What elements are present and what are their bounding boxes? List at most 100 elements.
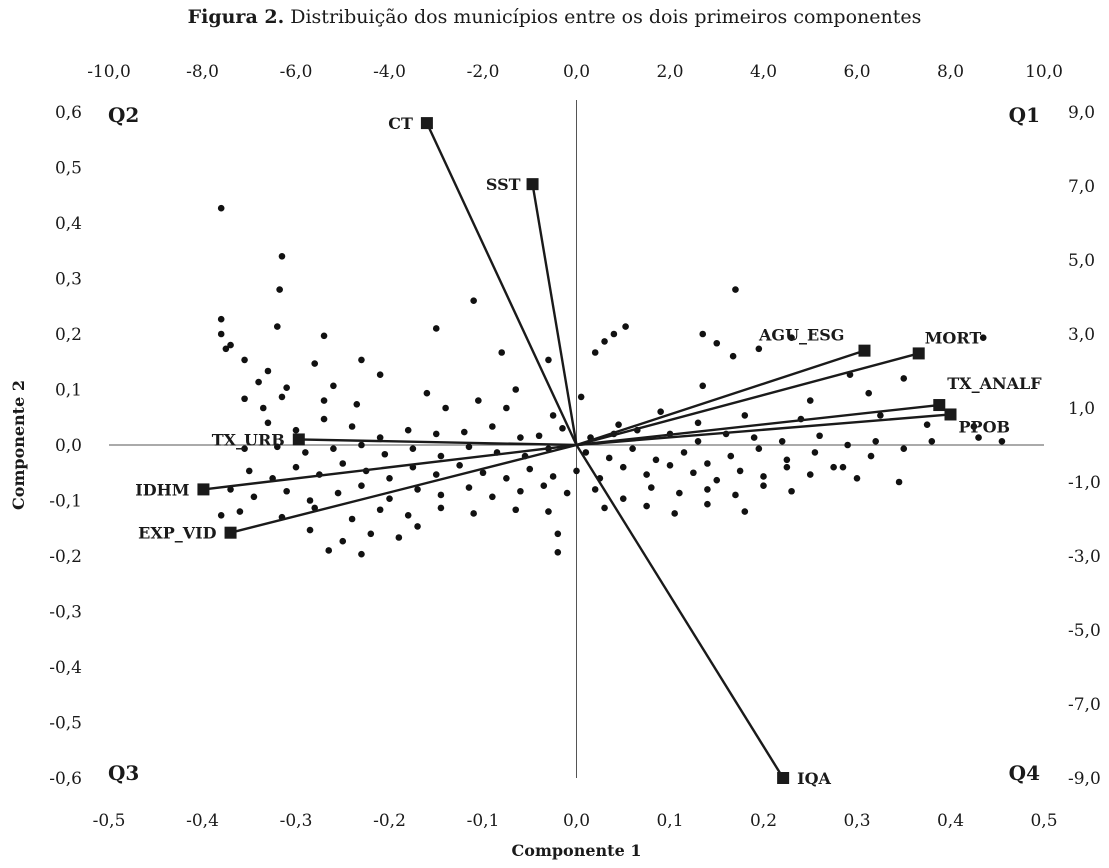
score-point [217,204,225,212]
score-point [461,428,468,436]
score-point [895,478,903,486]
score-point [699,330,707,338]
loading-marker-exp-vid [224,526,237,539]
score-point [320,397,328,404]
y-tick-label: -0,4 [49,658,82,678]
score-point [386,475,393,482]
score-point [760,482,767,490]
score-point [610,330,618,338]
loading-vector-mort [576,352,920,447]
score-point [489,423,496,430]
loading-marker-iqa [777,772,790,784]
score-point [806,471,814,478]
x-tick-label: -0,5 [93,811,126,831]
y2-tick-label: 3,0 [1068,325,1095,345]
score-point [236,508,244,515]
score-point [619,495,627,502]
y2-tick-label: -7,0 [1068,695,1101,715]
score-point [652,456,660,464]
x2-tick-label: 2,0 [656,62,683,82]
x-tick-label: 0,3 [843,811,870,831]
y2-tick-label: 5,0 [1068,251,1095,271]
score-point [320,415,328,423]
score-point [311,360,319,367]
score-point [540,482,548,490]
score-point [591,486,599,493]
score-point [358,356,365,364]
loading-vector-agu-esg [576,349,865,447]
score-point [465,443,473,451]
score-point [816,432,823,440]
score-point [545,356,552,364]
score-point [727,452,735,460]
score-point [729,352,737,360]
score-point [788,487,795,495]
y-tick-label: -0,3 [49,603,82,623]
loading-vector-iqa [575,444,785,779]
y-tick-label: 0,1 [55,381,82,401]
chart-title-rest: Distribuição dos municípios entre os doi… [284,6,922,28]
score-point [975,434,982,441]
score-point [334,489,342,497]
quadrant-label-q2: Q2 [108,103,139,127]
score-point [577,393,585,401]
score-point [325,547,333,554]
loading-marker-sst [526,178,539,191]
score-point [736,467,744,475]
quadrant-label-q4: Q4 [1009,761,1040,785]
loading-marker-idhm [197,483,210,496]
loading-label-idhm: IDHM [135,480,189,499]
score-point [619,463,627,471]
score-point [250,493,258,501]
score-point [311,504,319,512]
score-point [274,443,281,451]
loading-marker-ct [420,117,433,130]
score-point [573,467,580,475]
score-point [306,526,314,534]
score-point [900,445,908,453]
score-point [867,452,875,460]
score-point [423,389,431,397]
score-point [278,393,286,401]
score-point [404,426,412,434]
x2-tick-label: -4,0 [373,62,406,82]
chart-title-bold: Figura 2. [187,6,285,28]
score-point [615,421,622,428]
score-point [676,489,683,497]
score-point [713,476,721,484]
score-point [643,471,650,478]
score-points-group [217,204,1006,558]
x2-tick-label: 0,0 [563,62,590,82]
score-point [376,371,384,379]
score-point [704,486,711,493]
score-point [302,449,309,456]
score-point [227,486,234,493]
y2-tick-label: 7,0 [1068,177,1095,197]
x2-tick-label: 4,0 [750,62,777,82]
score-point [554,549,562,556]
score-point [671,510,678,517]
score-point [442,404,449,412]
score-point [241,445,248,453]
y-tick-label: 0,5 [55,159,82,179]
score-point [409,445,417,453]
loading-vectors-group [197,117,957,784]
score-point [264,367,272,375]
score-point [517,487,524,495]
score-point [877,412,884,419]
score-point [783,463,791,471]
loading-label-sst: SST [486,175,521,194]
score-point [217,512,225,519]
loading-label-ct: CT [388,114,413,133]
score-point [591,349,599,356]
x2-tick-label: -6,0 [280,62,313,82]
score-point [276,286,283,293]
loading-vector-ppob [576,413,951,447]
score-point [432,471,440,478]
score-point [535,432,543,440]
x2-tick-label: -10,0 [87,62,131,82]
x-tick-label: -0,3 [280,811,313,831]
score-point [512,506,520,514]
x-axis-title: Componente 1 [512,841,642,860]
quadrant-label-q1: Q1 [1009,103,1040,127]
